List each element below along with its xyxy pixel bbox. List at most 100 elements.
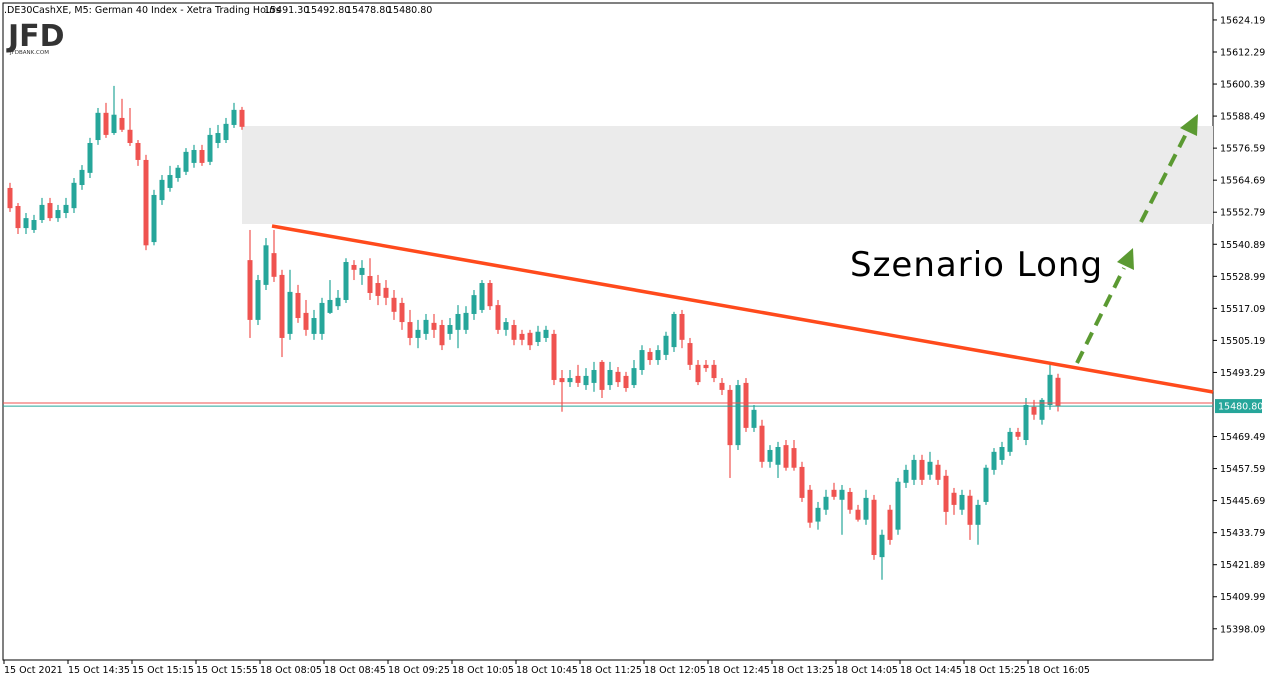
candle-body <box>351 264 357 270</box>
arrow-head <box>1117 248 1134 270</box>
candle-body <box>615 371 621 383</box>
y-tick-label: 15409.99 <box>1220 592 1265 603</box>
candle-body <box>191 149 197 163</box>
x-tick-label: 15 Oct 15:15 <box>132 665 194 676</box>
candle-body <box>151 194 157 243</box>
candle-body <box>623 375 629 389</box>
candle-body <box>23 218 29 229</box>
candle-body <box>855 509 861 520</box>
candle-body <box>335 297 341 307</box>
candle-body <box>1055 377 1061 407</box>
candle-body <box>399 302 405 323</box>
candle-body <box>1023 404 1029 440</box>
candle-body <box>543 329 549 338</box>
candle-body <box>175 167 181 178</box>
candle-body <box>271 253 277 277</box>
candle-body <box>711 364 717 379</box>
candle-body <box>215 133 221 143</box>
candle-body <box>103 112 109 135</box>
candle-body <box>1031 406 1037 415</box>
candle-body <box>831 489 837 497</box>
candle-body <box>159 179 165 201</box>
candle-body <box>207 134 213 162</box>
candle-body <box>303 312 309 330</box>
candle-body <box>167 175 173 188</box>
candle-body <box>439 325 445 346</box>
candle-body <box>935 464 941 480</box>
y-tick-label: 15421.89 <box>1220 560 1265 571</box>
candle-body <box>87 142 93 173</box>
candle-body <box>911 459 917 480</box>
long-arrow <box>1075 131 1189 364</box>
candle-body <box>343 262 349 300</box>
candle-body <box>807 489 813 523</box>
candle-body <box>487 283 493 307</box>
candle-body <box>407 322 413 338</box>
candle-body <box>479 283 485 310</box>
candle-body <box>471 295 477 314</box>
candle-body <box>703 364 709 369</box>
candle-body <box>367 276 373 293</box>
candle-body <box>951 492 957 505</box>
x-tick-label: 18 Oct 09:25 <box>388 665 450 676</box>
candle-body <box>239 109 245 127</box>
candle-body <box>47 203 53 219</box>
candle-body <box>551 333 557 380</box>
x-tick-label: 18 Oct 11:25 <box>580 665 642 676</box>
candle-body <box>687 343 693 365</box>
candle-body <box>975 504 981 525</box>
candle-body <box>143 159 149 246</box>
candle-body <box>383 287 389 298</box>
candle-body <box>463 312 469 330</box>
candle-body <box>767 449 773 462</box>
x-tick-label: 15 Oct 2021 <box>4 665 63 676</box>
candle-body <box>319 302 325 334</box>
x-tick-label: 18 Oct 12:05 <box>644 665 706 676</box>
candle-body <box>679 313 685 340</box>
x-tick-label: 15 Oct 14:35 <box>68 665 130 676</box>
y-tick-label: 15528.99 <box>1220 272 1265 283</box>
candle-body <box>15 205 21 229</box>
candle-body <box>511 325 517 340</box>
candle-body <box>535 331 541 342</box>
candle-body <box>279 274 285 338</box>
x-tick-label: 18 Oct 14:45 <box>900 665 962 676</box>
candle-body <box>423 319 429 334</box>
candle-body <box>95 112 101 141</box>
y-tick-label: 15398.09 <box>1220 624 1265 635</box>
logo: JFD <box>6 19 65 54</box>
candle-body <box>263 245 269 285</box>
price-label: 15480.80 <box>1218 402 1263 413</box>
candle-body <box>751 409 757 428</box>
candle-body <box>359 267 365 275</box>
candle-body <box>775 447 781 465</box>
candle-body <box>519 333 525 340</box>
x-tick-label: 18 Oct 16:05 <box>1028 665 1090 676</box>
candle-body <box>503 322 509 330</box>
x-tick-label: 18 Oct 10:05 <box>452 665 514 676</box>
candle-body <box>1047 374 1053 405</box>
candle-body <box>903 469 909 483</box>
x-tick-label: 18 Oct 12:45 <box>708 665 770 676</box>
candle-body <box>791 448 797 468</box>
y-tick-label: 15600.39 <box>1220 80 1265 91</box>
candle-body <box>671 313 677 348</box>
candle-body <box>455 313 461 330</box>
candle-body <box>743 382 749 428</box>
candle-body <box>119 117 125 130</box>
y-tick-label: 15564.69 <box>1220 176 1265 187</box>
ohlc-close: 15480.80 <box>387 5 432 16</box>
y-tick-label: 15517.09 <box>1220 304 1265 315</box>
candle-body <box>391 297 397 312</box>
candle-body <box>287 291 293 334</box>
candle-body <box>607 369 613 386</box>
candle-body <box>719 382 725 390</box>
candle-body <box>55 210 61 219</box>
candle-body <box>231 109 237 125</box>
candle-body <box>375 283 381 296</box>
candle-body <box>839 489 845 500</box>
y-tick-label: 15433.79 <box>1220 528 1265 539</box>
y-tick-label: 15469.49 <box>1220 432 1265 443</box>
ohlc-high: 15492.80 <box>305 5 350 16</box>
candle-body <box>311 318 317 334</box>
